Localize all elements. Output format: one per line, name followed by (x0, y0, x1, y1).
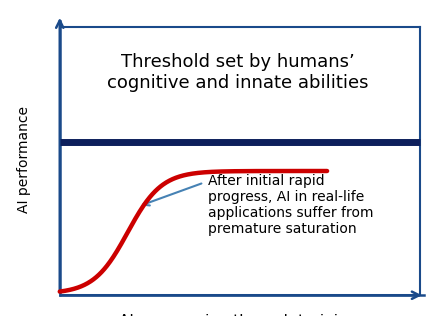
Text: AI progression through training: AI progression through training (119, 314, 357, 316)
Text: Threshold set by humans’
cognitive and innate abilities: Threshold set by humans’ cognitive and i… (107, 53, 369, 92)
Text: AI performance: AI performance (17, 106, 30, 213)
Text: After initial rapid
progress, AI in real-life
applications suffer from
premature: After initial rapid progress, AI in real… (208, 174, 374, 236)
